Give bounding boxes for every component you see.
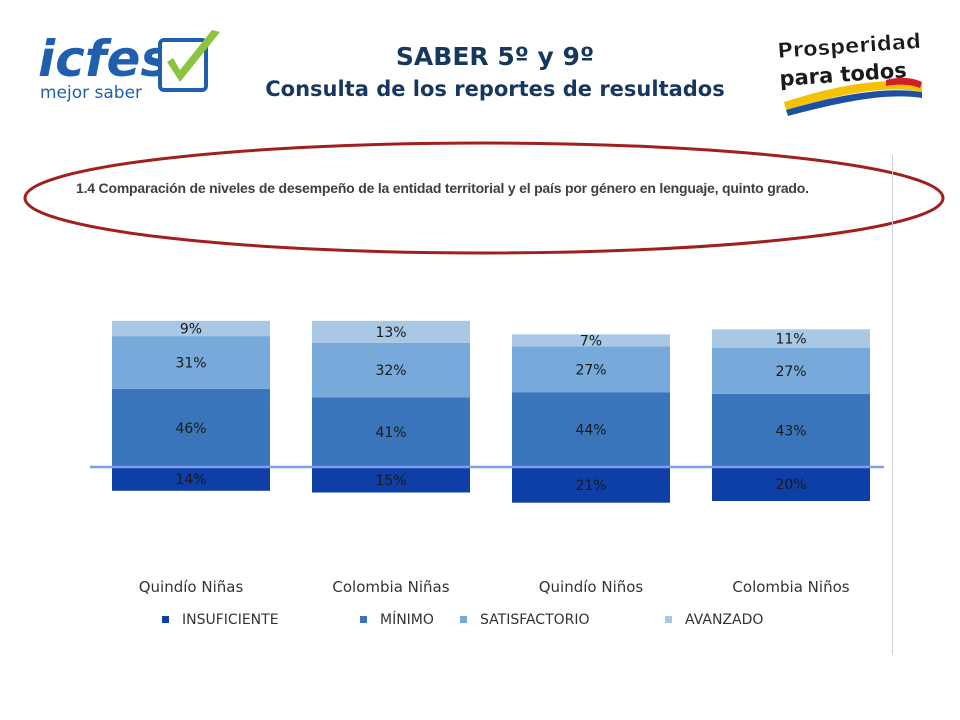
bar-segment-insuficiente — [312, 467, 470, 493]
bar-segment-insuficiente — [512, 467, 670, 503]
category-label: Colombia Niñas — [332, 578, 449, 596]
data-label: 27% — [775, 364, 806, 380]
bar-segment-insuficiente — [112, 467, 270, 491]
data-label: 46% — [175, 421, 206, 437]
data-label: 31% — [175, 355, 206, 371]
flag-stripe-red-icon — [886, 77, 922, 88]
legend-label: INSUFICIENTE — [182, 612, 279, 628]
data-label: 21% — [575, 478, 606, 494]
data-label: 14% — [175, 472, 206, 488]
bar-segment-minimo — [712, 393, 870, 467]
data-label: 44% — [575, 423, 606, 439]
category-label: Quindío Niñas — [139, 578, 244, 596]
legend-label: SATISFACTORIO — [480, 612, 590, 628]
data-label: 32% — [375, 363, 406, 379]
bar-segment-satisfactorio — [112, 336, 270, 389]
bar-segment-satisfactorio — [312, 342, 470, 398]
bar-segment-avanzado — [712, 329, 870, 348]
data-label: 15% — [375, 473, 406, 489]
bar-segment-avanzado — [112, 320, 270, 337]
data-label: 27% — [575, 362, 606, 378]
flag-stripe-blue-icon — [786, 90, 922, 116]
legend-swatch — [460, 616, 467, 623]
bar-segment-minimo — [312, 397, 470, 467]
bar-segment-minimo — [512, 392, 670, 467]
page-subtitle: Consulta de los reportes de resultados — [265, 77, 725, 101]
data-label: 43% — [775, 423, 806, 439]
check-mark-icon — [167, 30, 220, 82]
page-title: SABER 5º y 9º — [395, 42, 595, 71]
bar-segment-satisfactorio — [712, 348, 870, 394]
icfes-logo-tagline: mejor saber — [40, 83, 142, 103]
bar-segment-minimo — [112, 388, 270, 467]
category-label: Colombia Niños — [732, 578, 849, 596]
legend-label: AVANZADO — [685, 612, 763, 628]
flag-stripe-yellow-icon — [784, 81, 922, 110]
category-label: Quindío Niños — [539, 578, 644, 596]
prosperidad-logo: Prosperidad para todos — [774, 26, 924, 116]
data-label: 20% — [775, 477, 806, 493]
header: SABER 5º y 9º Consulta de los reportes d… — [230, 40, 760, 104]
data-label: 41% — [375, 425, 406, 441]
bar-segment-satisfactorio — [512, 346, 670, 393]
icfes-logo: icfes mejor saber — [36, 26, 236, 108]
legend-swatch — [162, 616, 169, 623]
legend-swatch — [665, 616, 672, 623]
data-label: 7% — [580, 333, 602, 349]
chart-caption: 1.4 Comparación de niveles de desempeño … — [76, 180, 809, 196]
bar-segment-avanzado — [312, 320, 470, 343]
legend-swatch — [360, 616, 367, 623]
bar-segment-avanzado — [512, 334, 670, 347]
panel-divider — [892, 155, 893, 655]
data-label: 13% — [375, 325, 406, 341]
bar-segment-insuficiente — [712, 467, 870, 501]
icfes-logo-text: icfes — [38, 30, 170, 88]
data-label: 11% — [775, 332, 806, 348]
legend-label: MÍNIMO — [380, 611, 434, 628]
data-label: 9% — [180, 321, 202, 337]
